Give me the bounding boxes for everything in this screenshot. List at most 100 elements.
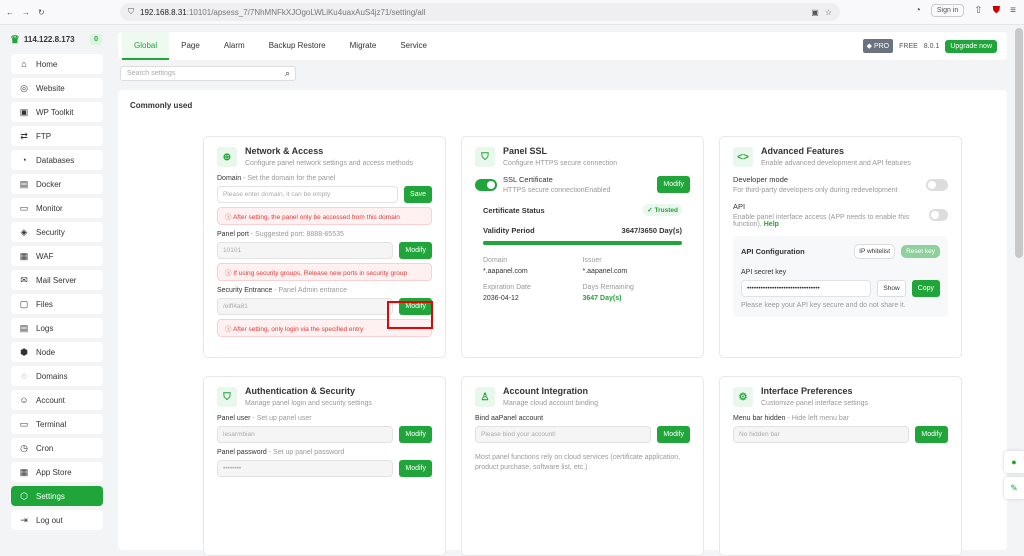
sidebar-item-settings[interactable]: ⬡ Settings bbox=[11, 486, 103, 506]
globe-icon: ⊕ bbox=[217, 147, 237, 167]
copy-key-button[interactable]: Copy bbox=[911, 280, 940, 297]
sidebar-icon: ⌂ bbox=[21, 59, 27, 69]
menu-icon[interactable]: ≡ bbox=[1010, 5, 1016, 16]
cert-status-label: Certificate Status bbox=[483, 205, 545, 215]
sidebar-item-cron[interactable]: ◷ Cron bbox=[11, 438, 103, 458]
reader-icon[interactable]: ▣ bbox=[811, 7, 819, 17]
auth-security-card: ⛉ Authentication & Security Manage panel l… bbox=[203, 376, 446, 556]
sidebar-item-account[interactable]: ☺ Account bbox=[11, 390, 103, 410]
tab-alarm[interactable]: Alarm bbox=[223, 41, 245, 50]
back-icon[interactable]: ← bbox=[6, 7, 14, 17]
card-subtitle: Configure HTTPS secure connection bbox=[503, 160, 617, 167]
dev-mode-toggle[interactable] bbox=[926, 178, 948, 191]
modify-user-button[interactable]: Modify bbox=[399, 426, 432, 443]
sidebar-icon: ☺ bbox=[19, 395, 29, 405]
scrollbar[interactable] bbox=[1015, 28, 1023, 258]
api-key-input[interactable]: •••••••••••••••••••••••••••••••• bbox=[741, 280, 872, 297]
sidebar-item-app-store[interactable]: ▦ App Store bbox=[11, 462, 103, 482]
modify-ssl-button[interactable]: Modify bbox=[657, 176, 690, 193]
show-key-button[interactable]: Show bbox=[877, 280, 906, 297]
sidebar-item-label: FTP bbox=[36, 131, 52, 141]
sidebar-item-mail-server[interactable]: ✉ Mail Server bbox=[11, 270, 103, 290]
sidebar-item-label: Logs bbox=[36, 323, 54, 333]
sidebar-item-label: Cron bbox=[36, 443, 54, 453]
account-integration-card: ♙ Account Integration Manage cloud account… bbox=[461, 376, 704, 556]
modify-menu-button[interactable]: Modify bbox=[915, 426, 948, 443]
modify-account-button[interactable]: Modify bbox=[657, 426, 690, 443]
extension-icon[interactable]: ◔ bbox=[914, 5, 921, 16]
url-host: 192.168.8.31 bbox=[140, 7, 187, 17]
sign-in-button[interactable]: Sign in bbox=[930, 4, 965, 17]
domain-warning: ⓘ After setting, the panel only be acces… bbox=[217, 207, 432, 225]
sidebar-item-files[interactable]: ▢ Files bbox=[11, 294, 103, 314]
sidebar-item-logs[interactable]: ▤ Logs bbox=[11, 318, 103, 338]
sidebar-item-databases[interactable]: ◔ Databases bbox=[11, 150, 103, 170]
modify-port-button[interactable]: Modify bbox=[399, 242, 432, 259]
forward-icon[interactable]: → bbox=[22, 7, 30, 17]
sidebar-item-domains[interactable]: ◌ Domains bbox=[11, 366, 103, 386]
sidebar-item-waf[interactable]: ▦ WAF bbox=[11, 246, 103, 266]
bookmark-star-icon[interactable]: ☆ bbox=[824, 7, 832, 17]
sidebar-item-terminal[interactable]: ▭ Terminal bbox=[11, 414, 103, 434]
share-icon[interactable]: ⇧ bbox=[974, 5, 983, 16]
ai-assistant-icon[interactable]: ● bbox=[1004, 451, 1024, 473]
sidebar-item-label: Node bbox=[36, 347, 56, 357]
address-bar[interactable]: ⛉ 192.168.8.31:10101/apsess_7/7NhMNFkXJO… bbox=[120, 3, 840, 21]
sidebar-icon: ▭ bbox=[19, 418, 29, 429]
sidebar-item-label: Monitor bbox=[36, 203, 63, 213]
shield-icon: ⛉ bbox=[475, 147, 495, 167]
card-title: Advanced Features bbox=[761, 146, 845, 156]
search-input[interactable]: Search settings ⌕ bbox=[120, 66, 296, 81]
upgrade-button[interactable]: Upgrade now bbox=[945, 39, 997, 53]
feedback-edit-icon[interactable]: ✎ bbox=[1004, 477, 1024, 499]
ssl-toggle[interactable] bbox=[475, 178, 497, 191]
sidebar-item-security[interactable]: ◈ Security bbox=[11, 222, 103, 242]
save-domain-button[interactable]: Save bbox=[404, 186, 432, 203]
sidebar-item-wp-toolkit[interactable]: ▣ WP Toolkit bbox=[11, 102, 103, 122]
tab-service[interactable]: Service bbox=[400, 41, 427, 50]
card-title: Network & Access bbox=[245, 146, 324, 156]
sidebar-item-label: WP Toolkit bbox=[36, 107, 74, 117]
free-label: FREE bbox=[899, 42, 918, 50]
entrance-input[interactable]: /elff4a81 bbox=[217, 298, 394, 315]
section-heading: Commonly used bbox=[130, 101, 193, 110]
api-toggle[interactable] bbox=[929, 209, 948, 221]
sidebar-item-home[interactable]: ⌂ Home bbox=[11, 54, 103, 74]
logo-icon: ♛ bbox=[10, 34, 20, 46]
domain-input[interactable]: Please enter domain, it can be empty bbox=[217, 186, 399, 203]
panel-user-input[interactable]: lesarmbian bbox=[217, 426, 394, 443]
tab-global[interactable]: Global bbox=[122, 32, 170, 60]
port-warning: ⓘ If using security groups, Release new … bbox=[217, 263, 432, 281]
ublock-icon[interactable]: ⛊ bbox=[992, 5, 1001, 16]
panel-password-input[interactable]: •••••••• bbox=[217, 460, 394, 477]
domain-label: Domain - Set the domain for the panel bbox=[217, 175, 336, 182]
sidebar-item-docker[interactable]: ▤ Docker bbox=[11, 174, 103, 194]
port-label: Panel port - Suggested port: 8888-65535 bbox=[217, 231, 344, 238]
menu-hidden-label: Menu bar hidden - Hide left menu bar bbox=[733, 415, 849, 422]
reload-icon[interactable]: ↻ bbox=[38, 7, 45, 17]
sidebar-item-label: Website bbox=[36, 83, 65, 93]
sidebar-icon: ▭ bbox=[19, 202, 29, 213]
reset-key-button[interactable]: Reset key bbox=[901, 245, 940, 258]
sidebar-item-node[interactable]: ⬢ Node bbox=[11, 342, 103, 362]
help-link[interactable]: Help bbox=[763, 221, 779, 228]
sidebar-item-log-out[interactable]: ⇥ Log out bbox=[11, 510, 103, 530]
pro-badge[interactable]: ◆ PRO bbox=[862, 39, 894, 53]
tab-page[interactable]: Page bbox=[181, 41, 200, 50]
menu-hidden-input[interactable]: No hidden bar bbox=[733, 426, 910, 443]
user-icon: ♙ bbox=[475, 387, 495, 407]
sidebar-item-label: Terminal bbox=[36, 419, 67, 429]
tab-migrate[interactable]: Migrate bbox=[349, 41, 377, 50]
settings-tabs: Global Page Alarm Backup Restore Migrate Serv… bbox=[118, 32, 1007, 60]
bind-account-input[interactable]: Please bind your account! bbox=[475, 426, 652, 443]
sidebar-item-monitor[interactable]: ▭ Monitor bbox=[11, 198, 103, 218]
port-input[interactable]: 10101 bbox=[217, 242, 394, 259]
alert-count-badge[interactable]: 0 bbox=[90, 34, 102, 45]
sidebar-icon: ◎ bbox=[20, 82, 28, 93]
modify-password-button[interactable]: Modify bbox=[399, 460, 432, 477]
search-icon[interactable]: ⌕ bbox=[284, 68, 290, 78]
ip-whitelist-button[interactable]: IP whitelist bbox=[854, 244, 896, 259]
sidebar-item-website[interactable]: ◎ Website bbox=[11, 78, 103, 98]
tab-backup-restore[interactable]: Backup Restore bbox=[268, 41, 326, 50]
sidebar-item-ftp[interactable]: ⇄ FTP bbox=[11, 126, 103, 146]
